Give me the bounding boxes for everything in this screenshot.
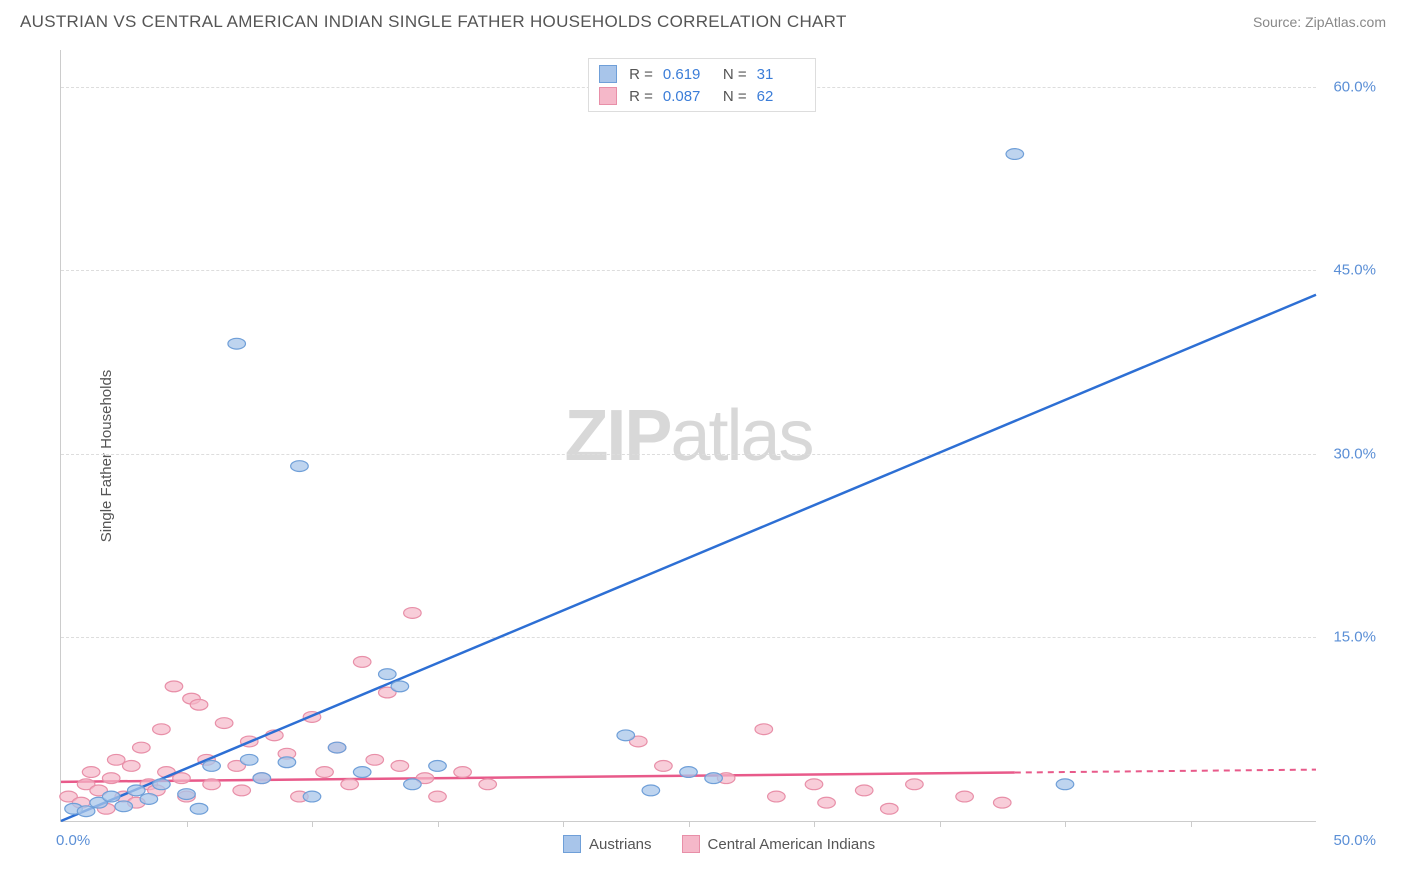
r-value-austrians: 0.619 [663, 66, 711, 83]
x-tick [563, 821, 564, 827]
chart-container: Single Father Households ZIPatlas 15.0%3… [50, 50, 1386, 862]
x-tick [814, 821, 815, 827]
r-label: R = [629, 88, 653, 105]
header: AUSTRIAN VS CENTRAL AMERICAN INDIAN SING… [0, 0, 1406, 40]
x-origin-label: 0.0% [56, 832, 90, 849]
x-tick [1065, 821, 1066, 827]
n-value-austrians: 31 [757, 66, 805, 83]
scatter-plot-svg [61, 50, 1316, 821]
legend-row-cai: R = 0.087 N = 62 [599, 85, 805, 107]
r-label: R = [629, 66, 653, 83]
source-attribution: Source: ZipAtlas.com [1253, 14, 1386, 30]
swatch-cai [682, 835, 700, 853]
x-max-label: 50.0% [1333, 832, 1376, 849]
x-tick [940, 821, 941, 827]
y-tick-label: 15.0% [1333, 629, 1376, 646]
legend-correlation: R = 0.619 N = 31 R = 0.087 N = 62 [588, 58, 816, 112]
legend-label-cai: Central American Indians [708, 836, 876, 853]
plot-area: ZIPatlas 15.0%30.0%45.0%60.0% 0.0% 50.0%… [60, 50, 1316, 822]
x-tick [312, 821, 313, 827]
y-tick-label: 60.0% [1333, 78, 1376, 95]
swatch-cai [599, 87, 617, 105]
y-tick-label: 45.0% [1333, 262, 1376, 279]
n-label: N = [723, 66, 747, 83]
n-label: N = [723, 88, 747, 105]
legend-item-cai: Central American Indians [682, 835, 876, 853]
legend-label-austrians: Austrians [589, 836, 652, 853]
swatch-austrians [563, 835, 581, 853]
legend-row-austrians: R = 0.619 N = 31 [599, 63, 805, 85]
x-tick [1191, 821, 1192, 827]
y-tick-label: 30.0% [1333, 445, 1376, 462]
chart-title: AUSTRIAN VS CENTRAL AMERICAN INDIAN SING… [20, 12, 847, 32]
x-tick [438, 821, 439, 827]
legend-item-austrians: Austrians [563, 835, 652, 853]
x-tick [689, 821, 690, 827]
swatch-austrians [599, 65, 617, 83]
r-value-cai: 0.087 [663, 88, 711, 105]
n-value-cai: 62 [757, 88, 805, 105]
x-tick [187, 821, 188, 827]
legend-series: Austrians Central American Indians [563, 835, 875, 853]
